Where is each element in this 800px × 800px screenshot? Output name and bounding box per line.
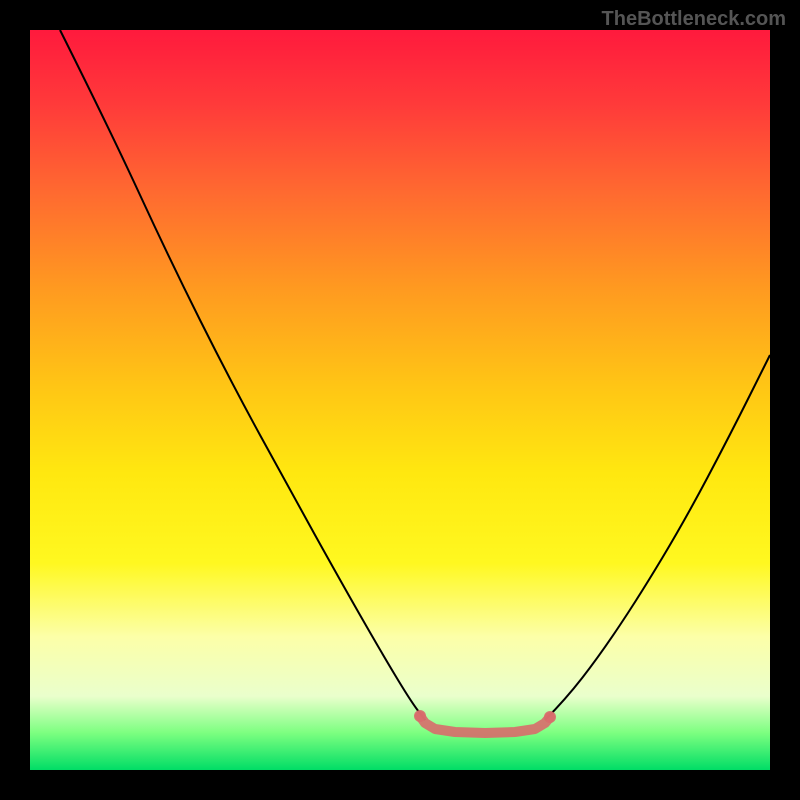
watermark-text: TheBottleneck.com bbox=[602, 8, 786, 31]
chart-container: TheBottleneck.com bbox=[0, 0, 800, 800]
curve-overlay bbox=[0, 0, 800, 800]
